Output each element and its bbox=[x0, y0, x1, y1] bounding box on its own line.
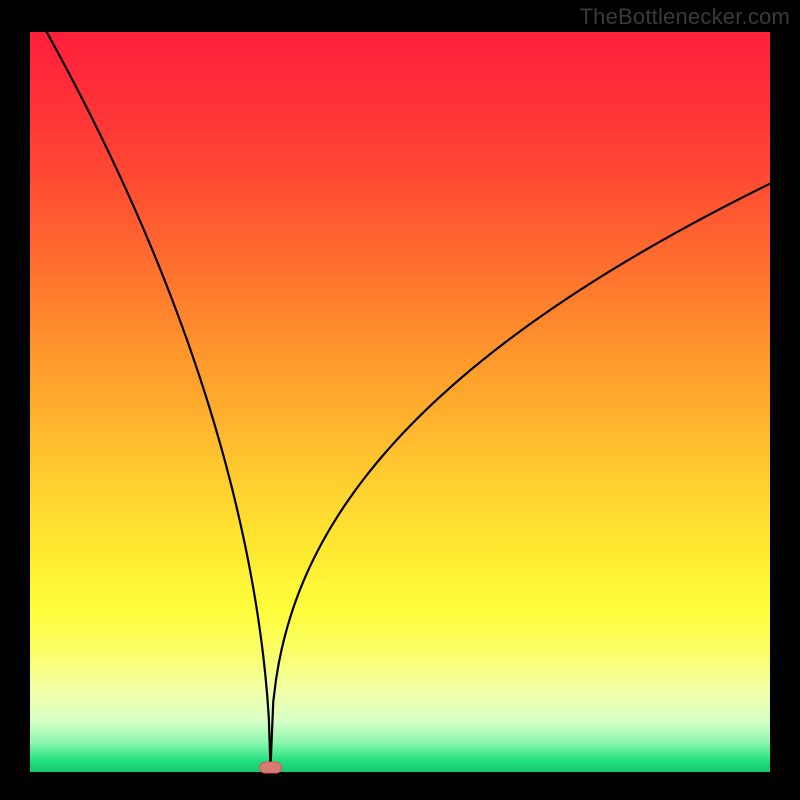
attribution-text: TheBottlenecker.com bbox=[580, 4, 790, 30]
bottleneck-chart bbox=[0, 0, 800, 800]
gradient-background bbox=[30, 32, 770, 772]
chart-container: TheBottlenecker.com bbox=[0, 0, 800, 800]
minimum-marker bbox=[260, 762, 282, 773]
